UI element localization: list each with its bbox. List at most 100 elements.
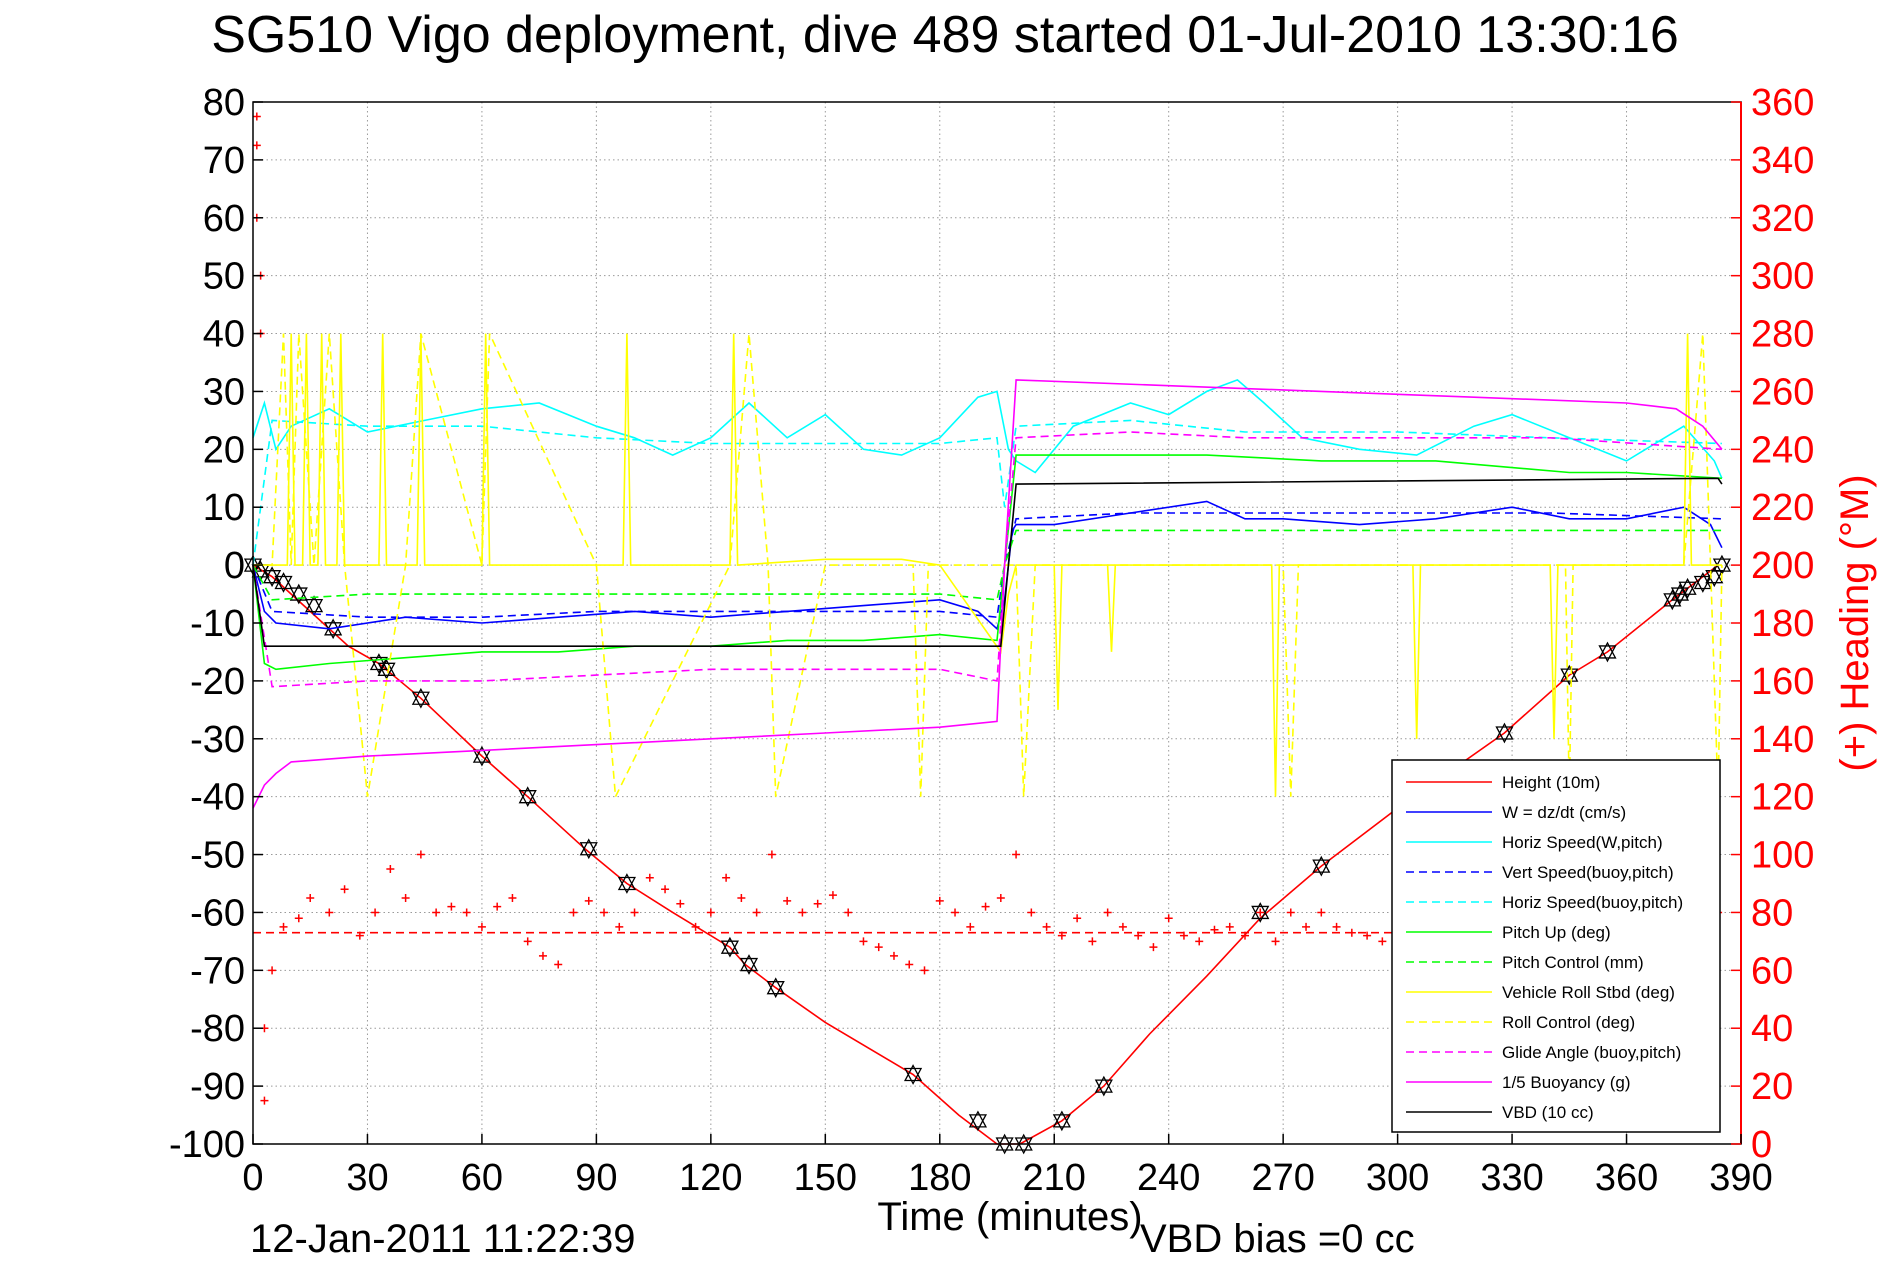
heading-point xyxy=(951,908,960,917)
y2-tick-label: 100 xyxy=(1751,835,1814,877)
heading-point xyxy=(798,908,807,917)
heading-point xyxy=(1149,943,1158,952)
x-tick-label: 150 xyxy=(794,1157,857,1199)
legend-label-pitch_up: Pitch Up (deg) xyxy=(1502,923,1611,942)
y-tick-label: -80 xyxy=(190,1008,245,1050)
heading-point xyxy=(676,899,685,908)
heading-point xyxy=(1103,908,1112,917)
heading-point xyxy=(538,951,547,960)
heading-point xyxy=(1317,908,1326,917)
heading-point xyxy=(1378,937,1387,946)
y2-tick-label: 160 xyxy=(1751,661,1814,703)
heading-point xyxy=(935,896,944,905)
legend-label-horiz_speed_buoy: Horiz Speed(buoy,pitch) xyxy=(1502,893,1683,912)
legend-label-w: W = dz/dt (cm/s) xyxy=(1502,803,1626,822)
height-marker xyxy=(304,595,324,617)
height-marker xyxy=(903,1064,923,1085)
height-marker xyxy=(739,954,759,975)
height-marker xyxy=(369,653,388,674)
x-axis-label: Time (minutes) xyxy=(877,1195,1142,1239)
buoyancy-line xyxy=(252,379,1723,809)
y2-axis-ticks: 3603403203002802602402202001801601401201… xyxy=(1731,82,1814,1166)
x-tick-label: 360 xyxy=(1595,1157,1658,1199)
heading-point xyxy=(508,893,517,902)
vbd-line xyxy=(252,477,1723,648)
heading-point xyxy=(630,908,639,917)
y-tick-label: -50 xyxy=(190,835,245,877)
y2-tick-label: 260 xyxy=(1751,371,1814,413)
heading-point xyxy=(432,908,441,917)
heading-point xyxy=(386,865,395,874)
glide_angle-line xyxy=(252,431,1722,688)
heading-point xyxy=(1286,908,1295,917)
heading-point xyxy=(477,922,486,931)
heading-point xyxy=(889,951,898,960)
roll-line xyxy=(253,333,1722,797)
y-tick-label: 80 xyxy=(203,82,245,124)
x-tick-label: 300 xyxy=(1366,1157,1429,1199)
y2-tick-label: 320 xyxy=(1751,198,1814,240)
heading-point xyxy=(966,922,975,931)
y-tick-label: 10 xyxy=(203,487,245,529)
legend-label-pitch_control: Pitch Control (mm) xyxy=(1502,953,1644,972)
heading-point xyxy=(1088,937,1097,946)
x-tick-label: 240 xyxy=(1137,1157,1200,1199)
height-marker xyxy=(1712,554,1732,576)
legend-label-buoyancy: 1/5 Buoyancy (g) xyxy=(1502,1073,1631,1092)
heading-point xyxy=(325,908,334,917)
horiz_speed_buoy-line xyxy=(252,419,1722,566)
height-marker xyxy=(1094,1075,1113,1097)
heading-point xyxy=(661,885,670,894)
heading-point xyxy=(569,908,578,917)
heading-point xyxy=(447,902,456,911)
y2-tick-label: 20 xyxy=(1751,1066,1793,1108)
y2-tick-label: 120 xyxy=(1751,777,1814,819)
heading-point xyxy=(981,902,990,911)
height-marker xyxy=(411,687,430,709)
heading-point xyxy=(1332,922,1341,931)
heading-point xyxy=(722,873,731,882)
heading-point xyxy=(401,893,410,902)
height-marker xyxy=(1014,1133,1033,1155)
height-marker xyxy=(1312,855,1331,877)
heading-point xyxy=(252,141,261,150)
x-tick-label: 120 xyxy=(679,1157,742,1199)
y2-tick-label: 340 xyxy=(1751,140,1814,182)
heading-point xyxy=(371,908,380,917)
x-tick-label: 0 xyxy=(242,1157,263,1199)
heading-point xyxy=(1271,937,1280,946)
heading-point xyxy=(844,908,853,917)
heading-point xyxy=(1027,908,1036,917)
y-tick-label: 0 xyxy=(224,545,245,587)
height-marker xyxy=(1598,641,1617,663)
heading-point xyxy=(1195,937,1204,946)
heading-point xyxy=(752,908,761,917)
legend-box xyxy=(1391,759,1721,1133)
y-tick-label: -30 xyxy=(190,719,245,761)
legend: Height (10m) W = dz/dt (cm/s) Horiz Speed(… xyxy=(1391,759,1721,1133)
y2-tick-label: 180 xyxy=(1751,603,1814,645)
x-tick-label: 330 xyxy=(1480,1157,1543,1199)
legend-label-vbd: VBD (10 cc) xyxy=(1502,1103,1594,1122)
x-tick-label: 270 xyxy=(1251,1157,1314,1199)
height-marker xyxy=(617,873,636,894)
y2-tick-label: 200 xyxy=(1751,545,1814,587)
heading-point xyxy=(268,966,277,975)
y2-tick-label: 140 xyxy=(1751,719,1814,761)
heading-point xyxy=(691,922,700,931)
heading-point xyxy=(905,960,914,969)
y-tick-label: -40 xyxy=(190,777,245,819)
heading-point xyxy=(260,1096,269,1105)
height-marker xyxy=(1560,664,1579,686)
heading-point xyxy=(1118,922,1127,931)
y-tick-label: -90 xyxy=(190,1066,245,1108)
heading-point xyxy=(767,850,776,859)
heading-point xyxy=(813,899,822,908)
x-tick-label: 180 xyxy=(908,1157,971,1199)
height-marker xyxy=(274,572,293,593)
heading-point xyxy=(615,922,624,931)
heading-point xyxy=(294,914,303,923)
y-tick-label: -60 xyxy=(190,892,245,934)
y-tick-label: 30 xyxy=(203,371,245,413)
